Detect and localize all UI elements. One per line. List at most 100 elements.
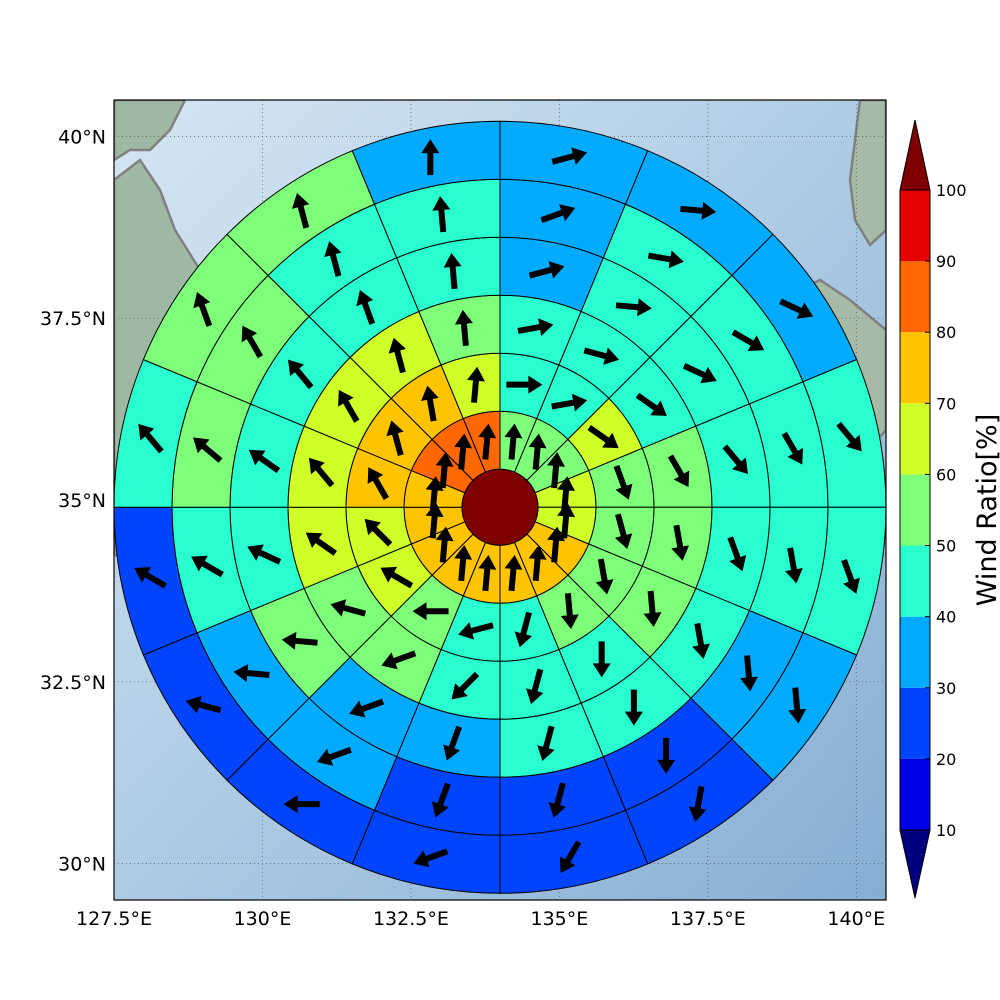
- wind-arrow-shape: [613, 464, 633, 500]
- colorbar-band: [900, 616, 930, 688]
- colorbar-tick-label: 80: [936, 323, 956, 342]
- colorbar-band: [900, 758, 930, 830]
- wind-arrow-shape: [583, 347, 620, 365]
- wind-arrow: [233, 664, 270, 683]
- wind-arrow-shape: [528, 261, 565, 279]
- wind-arrow: [425, 476, 444, 513]
- wind-arrow: [739, 655, 758, 692]
- wind-arrow: [458, 622, 494, 640]
- colorbar-band: [900, 332, 930, 404]
- wind-arrow-shape: [420, 385, 439, 422]
- wind-arrow: [615, 298, 652, 317]
- map-frame: [113, 99, 887, 901]
- colorbar-tick-label: 20: [936, 750, 956, 769]
- wind-arrow-shape: [192, 437, 223, 463]
- x-tick-label: 132.5°E: [373, 908, 449, 930]
- wind-arrow-shape: [248, 449, 281, 474]
- wind-arrow: [305, 532, 337, 556]
- wind-arrow-shape: [308, 457, 335, 488]
- wind-arrow: [547, 526, 566, 563]
- wind-arrow: [435, 452, 454, 489]
- wind-arrow-shape: [425, 476, 444, 513]
- wind-arrow: [722, 444, 748, 475]
- wind-arrow-shape: [624, 689, 643, 726]
- x-tick-label: 127.5°E: [76, 908, 152, 930]
- wind-arrow-shape: [643, 590, 662, 627]
- wind-arrow-shape: [458, 622, 494, 640]
- wind-arrow: [583, 347, 620, 365]
- wind-arrow: [247, 544, 282, 565]
- wind-arrow-shape: [528, 433, 547, 470]
- wind-arrow: [671, 524, 690, 561]
- wind-arrow-shape: [380, 566, 414, 589]
- colorbar-tick-label: 70: [936, 394, 956, 413]
- colorbar-ticks: 10 20 30 40 50 60 70 80 90 100: [925, 181, 967, 840]
- wind-arrow: [443, 725, 462, 761]
- wind-arrow: [559, 840, 582, 874]
- wind-arrow: [731, 329, 765, 351]
- colorbar-tick-label: 10: [936, 821, 956, 840]
- wind-arrow: [388, 337, 406, 374]
- wind-arrow-shape: [451, 671, 480, 700]
- wind-arrow-shape: [727, 536, 747, 572]
- colorbar-extend-low: [899, 829, 931, 899]
- wind-arrow-shape: [548, 782, 566, 818]
- wind-arrow: [349, 698, 385, 718]
- wind-arrow-shape: [241, 325, 263, 359]
- wind-arrow-shape: [551, 393, 588, 412]
- wind-arrow-shape: [506, 375, 543, 394]
- wind-arrow-shape: [595, 558, 614, 595]
- wind-arrow: [138, 423, 164, 454]
- wind-arrow: [667, 454, 690, 488]
- wind-arrow-shape: [557, 476, 576, 513]
- wind-arrow: [514, 611, 533, 648]
- wind-arrow: [836, 421, 862, 452]
- colorbar-tick-label: 50: [936, 537, 956, 556]
- wind-arrow-shape: [557, 502, 576, 539]
- wind-arrow: [688, 785, 707, 822]
- y-tick-label: 32.5°N: [40, 672, 106, 694]
- wind-arrow: [478, 555, 497, 592]
- wind-arrow-shape: [688, 785, 707, 822]
- wind-arrow: [547, 452, 566, 489]
- wind-arrow-shape: [587, 425, 619, 449]
- wind-arrow-shape: [305, 532, 337, 556]
- y-tick-label: 40°N: [58, 126, 106, 148]
- wind-arrow: [241, 325, 263, 359]
- wind-arrow: [548, 782, 566, 818]
- wind-arrow: [785, 547, 803, 584]
- wind-arrow-shape: [138, 423, 164, 454]
- wind-arrow-shape: [185, 695, 222, 714]
- wind-arrow: [680, 201, 717, 220]
- y-tick-label: 35°N: [58, 490, 106, 512]
- wind-arrow-shape: [454, 309, 473, 346]
- wind-arrow-shape: [291, 193, 310, 229]
- wind-arrow: [454, 309, 473, 346]
- wind-arrow-shape: [349, 698, 385, 718]
- wind-arrow: [692, 622, 710, 659]
- wind-arrow-shape: [731, 329, 765, 351]
- wind-arrow: [356, 289, 376, 325]
- map-panel: 127.5°E 130°E 132.5°E 135°E 137.5°E 140°E 30°…: [40, 99, 887, 930]
- sector-grid: [113, 120, 887, 894]
- wind-arrow-shape: [478, 423, 497, 460]
- wind-arrow: [281, 631, 318, 650]
- wind-arrow-shape: [283, 795, 320, 814]
- wind-arrow: [454, 433, 473, 470]
- wind-arrow-shape: [841, 558, 860, 594]
- wind-arrow-shape: [381, 650, 417, 670]
- wind-arrow: [643, 590, 662, 627]
- wind-arrow: [191, 555, 224, 578]
- wind-arrow-shape: [779, 298, 814, 319]
- wind-arrow-shape: [739, 655, 758, 692]
- wind-arrow-shape: [722, 444, 748, 475]
- wind-arrow-shape: [233, 664, 270, 683]
- wind-arrow-shape: [435, 452, 454, 489]
- wind-arrow-shape: [338, 390, 360, 423]
- wind-arrow: [432, 196, 451, 233]
- wind-arrow: [420, 385, 439, 422]
- wind-arrow: [316, 746, 352, 766]
- wind-arrow-shape: [836, 421, 862, 452]
- wind-arrow-shape: [667, 454, 690, 488]
